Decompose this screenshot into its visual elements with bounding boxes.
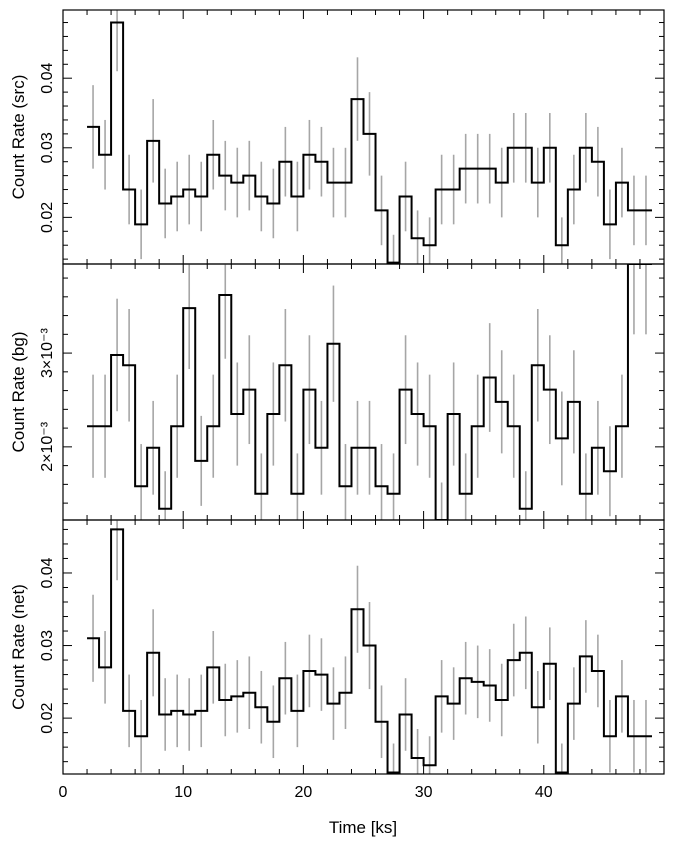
x-ticks [62,264,665,520]
panel-3: 0.02 0.03 0.04 Count Rate (net) [9,519,665,775]
y-tick-label: 0.04 [39,63,56,94]
panel-2: 2×10⁻³ 3×10⁻³ Count Rate (bg) [9,263,665,521]
x-tick-label: 10 [174,784,192,801]
y-axis-title: Count Rate (src) [9,75,28,200]
y-axis-title: Count Rate (bg) [9,332,28,453]
y-tick-label: 0.03 [39,630,56,661]
x-axis: 0 10 20 30 40 [59,784,553,801]
panel-1: 0.02 0.03 0.04 Count Rate (src) [9,9,665,265]
y-tick-label: 2×10⁻³ [39,421,56,471]
y-ticks [63,22,664,260]
x-axis-title: Time [ks] [329,818,397,837]
y-tick-label: 0.04 [39,557,56,588]
y-tick-label: 0.03 [39,132,56,163]
panels: 0.02 0.03 0.04 Count Rate (src) 2×10⁻³ 3×10⁻³… [9,9,665,775]
x-ticks [62,10,665,264]
x-tick-label: 40 [535,784,553,801]
series-step-line [87,21,652,264]
error-bars [92,520,647,774]
x-tick-label: 30 [415,784,433,801]
y-ticks [63,528,664,763]
x-tick-label: 20 [295,784,313,801]
y-tick-label: 0.02 [39,202,56,233]
x-tick-label: 0 [59,784,68,801]
series-step-line [87,528,652,774]
y-tick-label: 0.02 [39,702,56,733]
y-ticks [63,277,664,504]
series-step-line [87,264,652,520]
panel-frame [62,519,665,775]
x-ticks [62,520,665,774]
error-bars [92,10,647,264]
y-tick-label: 3×10⁻³ [39,328,56,378]
error-bars [92,264,647,520]
y-axis-title: Count Rate (net) [9,584,28,710]
